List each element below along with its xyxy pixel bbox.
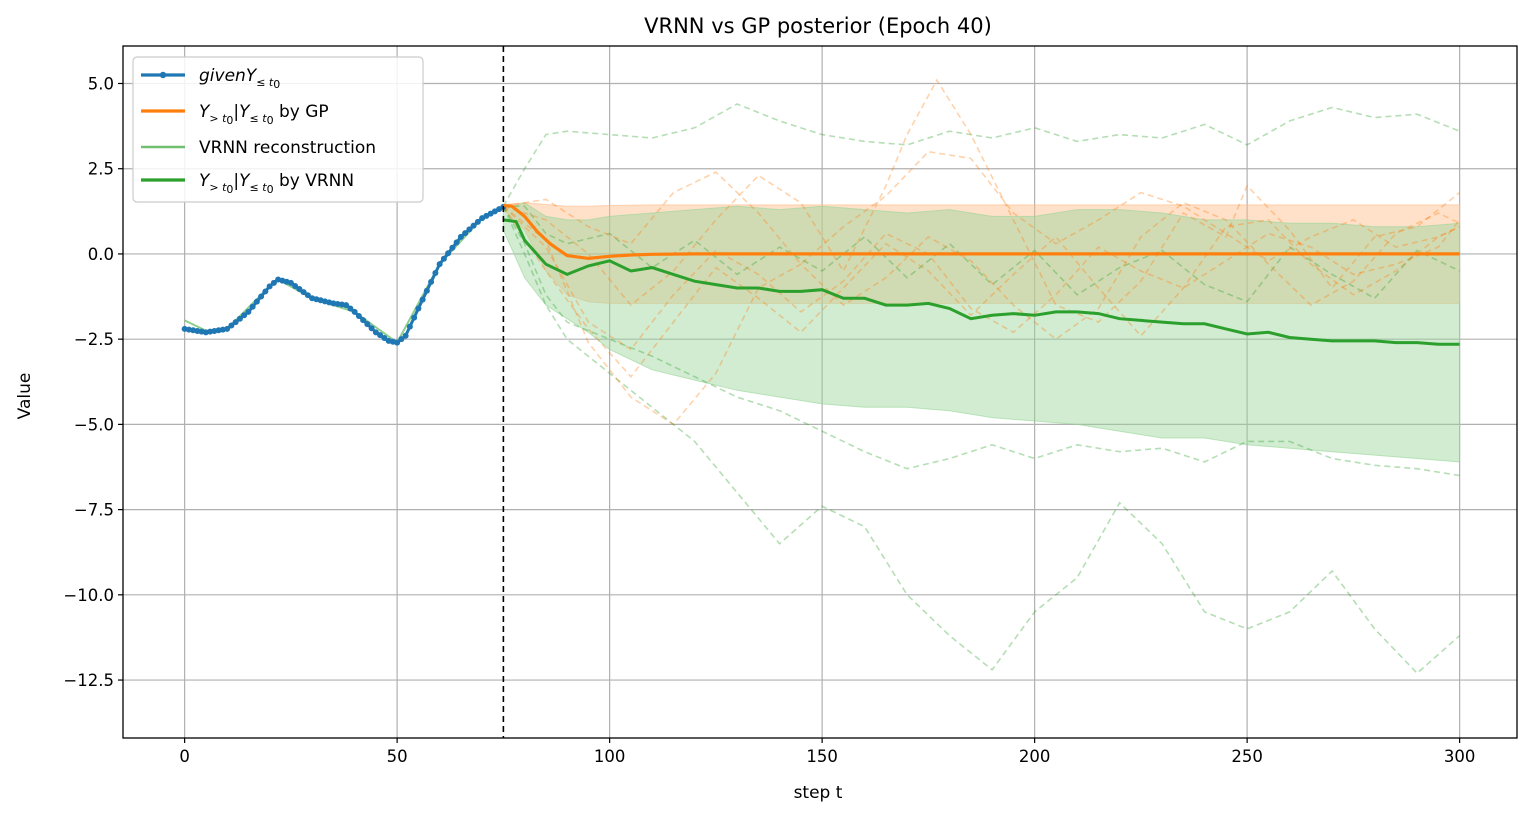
given-point-marker [304,292,311,299]
chart-title: VRNN vs GP posterior (Epoch 40) [644,14,992,38]
given-point-marker [411,314,418,321]
given-point-marker [453,239,460,246]
given-point-marker [364,321,371,328]
given-point-marker [462,230,469,237]
given-point-marker [236,315,243,322]
given-point-marker [296,286,303,293]
vrnn-mean-line [503,218,1460,346]
given-point-marker [287,279,294,286]
given-point-marker [406,323,413,330]
given-point-marker [347,305,354,312]
given-point-marker [470,222,477,229]
given-point-marker [292,282,299,289]
given-point-marker [300,289,307,296]
given-point-marker [432,270,439,277]
given-point-marker [245,308,252,315]
given-point-marker [449,244,456,251]
given-point-marker [249,303,256,310]
given-point-marker [445,250,452,257]
given-point-marker [428,278,435,285]
given-point-marker [440,255,447,262]
x-tick-label: 300 [1444,747,1476,766]
given-point-marker [372,329,379,336]
given-point-marker [402,332,409,339]
vrnn-sample-line [502,205,1461,675]
legend-swatch-marker [159,71,167,79]
x-axis-label: step t [794,783,843,803]
given-point-marker [419,296,426,303]
vrnn-interval-band [502,202,1461,463]
given-point-marker [258,293,265,300]
x-tick-label: 250 [1231,747,1263,766]
vrnn-sample-line [503,205,1460,303]
legend: givenY≤ t0 Y> t0|Y≤ t0 by GP VRNN reconstr… [132,56,424,203]
y-tick-label: −12.5 [63,671,114,690]
given-point-marker [355,312,362,319]
given-point-marker [351,308,358,315]
gp-mean-line [503,203,1460,261]
given-point-marker [377,332,384,339]
gp-sample-line [502,201,1460,426]
given-point-marker [224,325,231,332]
gp-sample-line [502,205,1461,351]
given-point-marker [474,218,481,225]
gp-sample-line [503,150,1460,266]
x-tick-label: 100 [594,747,626,766]
x-tick-label: 50 [387,747,408,766]
series-lines [181,203,1460,346]
given-point-marker [253,298,260,305]
y-tick-label: −5.0 [74,415,114,434]
given-point-marker [360,317,367,324]
x-tick-label: 200 [1019,747,1051,766]
legend-label-gp: Y> t0|Y≤ t0 by GP [199,102,329,127]
y-axis-ticks: 5.0 2.5 0.0 −2.5 −5.0 −7.5 −10.0 −12.5 [63,74,123,690]
legend-label-vrnn: Y> t0|Y≤ t0 by VRNN [199,171,354,196]
given-point-marker [270,279,277,286]
samples [502,78,1461,675]
legend-label-vrnn_recon: VRNN reconstruction [199,138,376,158]
given-point-marker [423,287,430,294]
y-tick-label: 2.5 [88,160,114,179]
vrnn-sample-line [502,103,1460,207]
given-point-marker [232,319,239,326]
y-tick-label: −10.0 [63,586,114,605]
y-tick-label: 0.0 [88,245,114,264]
given-point-marker [466,226,473,233]
legend-box [132,56,424,203]
x-tick-label: 150 [806,747,838,766]
y-axis-label: Value [15,373,35,420]
given-point-marker [262,288,269,295]
x-tick-label: 0 [179,747,190,766]
x-axis-ticks: 0 50 100 150 200 250 300 [179,738,1475,766]
given-point-marker [394,339,401,346]
legend-label-given: givenY≤ t0 [199,66,280,91]
vrnn-sample-line [502,205,1460,477]
given-point-marker [398,336,405,343]
given-point-marker [457,233,464,240]
given-point-marker [415,305,422,312]
given-point-marker [343,302,350,309]
axes-frame [122,45,1518,739]
given-point-marker [436,261,443,268]
given-point-marker [241,312,248,319]
gp-sample-line [503,78,1461,324]
y-tick-label: −7.5 [74,501,114,520]
given-point-marker [368,325,375,332]
given-point-marker [266,283,273,290]
given-point-marker [381,335,388,342]
gp-sample-line [502,205,1460,378]
y-tick-label: 5.0 [88,74,114,93]
given-point-marker [228,322,235,329]
y-tick-label: −2.5 [74,330,114,349]
